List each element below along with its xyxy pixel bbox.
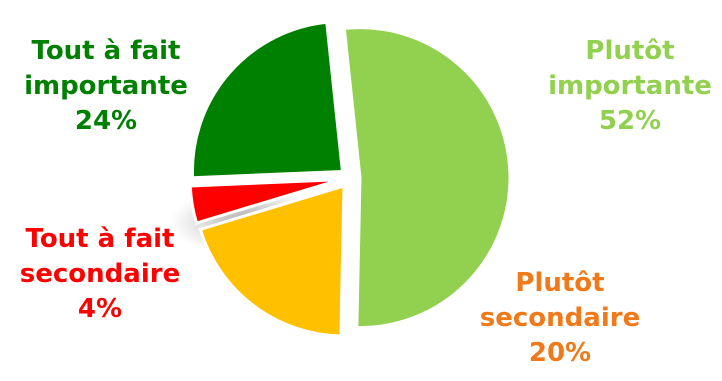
slice-label-tout-a-fait-secondaire: Tout à fait secondaire 4%	[10, 222, 190, 327]
slice-label-line: importante	[548, 71, 712, 101]
slice-value-label: 4%	[77, 294, 123, 324]
slice-value-label: 20%	[528, 338, 592, 368]
pie-slice-tout-fait-secondaire	[188, 178, 341, 225]
slice-label-plutot-importante: Plutôt importante 52%	[540, 34, 720, 139]
slice-label-line: Tout à fait	[31, 36, 181, 66]
slice-value-label: 52%	[598, 106, 662, 136]
pie-slice-plut-t-importante	[342, 26, 512, 330]
slice-label-plutot-secondaire: Plutôt secondaire 20%	[470, 266, 650, 371]
slice-label-line: secondaire	[19, 259, 181, 289]
slice-label-tout-a-fait-importante: Tout à fait importante 24%	[16, 34, 196, 139]
slice-label-line: secondaire	[479, 303, 641, 333]
slice-value-label: 24%	[74, 106, 138, 136]
pie-slice-tout-fait-importante	[190, 20, 345, 180]
slice-label-line: importante	[24, 71, 188, 101]
slice-label-line: Plutôt	[515, 268, 605, 298]
pie-slice-plut-t-secondaire	[198, 183, 346, 338]
slice-label-line: Tout à fait	[25, 224, 175, 254]
slice-label-line: Plutôt	[585, 36, 675, 66]
